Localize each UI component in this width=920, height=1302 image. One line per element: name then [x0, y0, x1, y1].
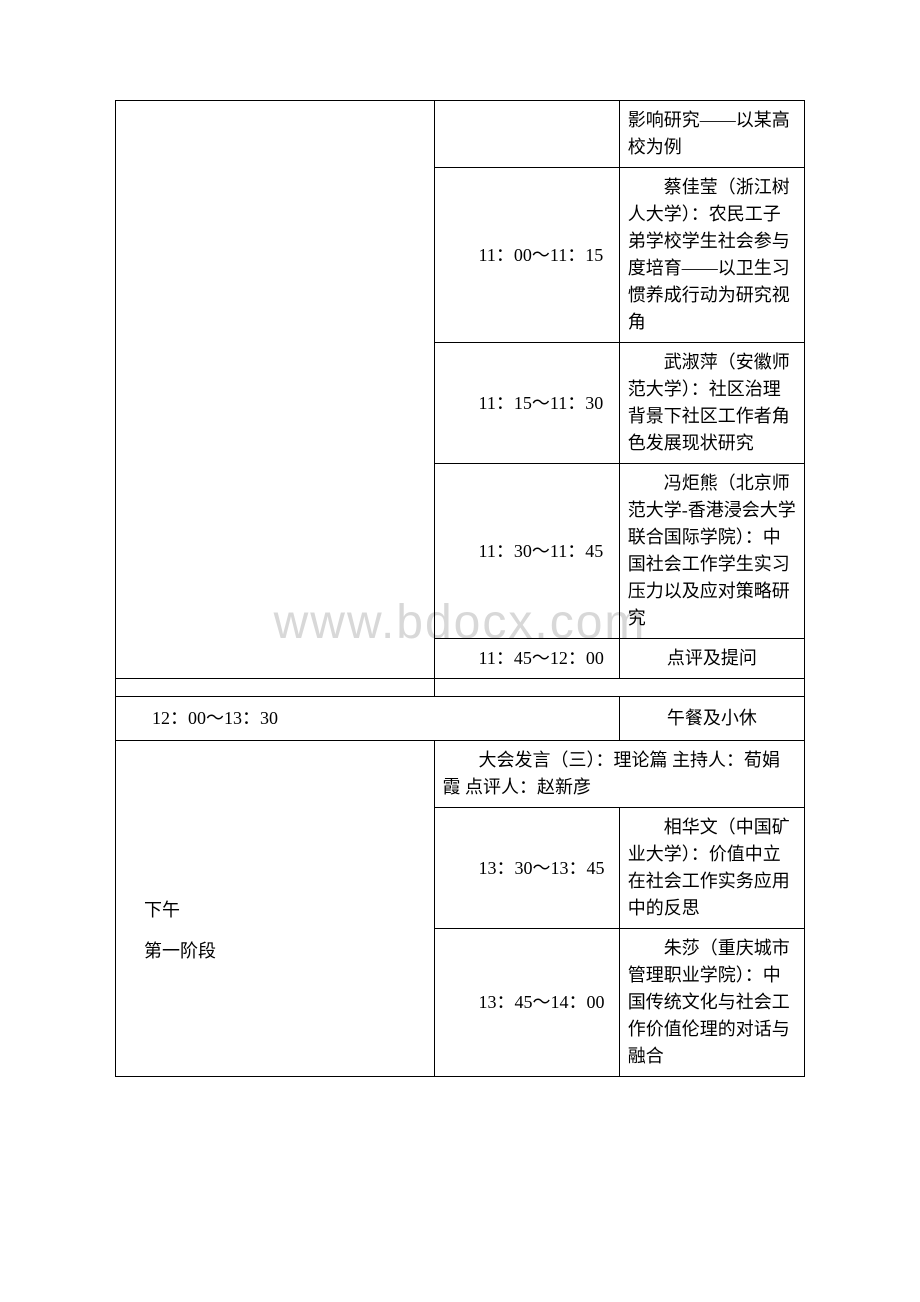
- content-cell: 朱莎（重庆城市管理职业学院）：中国传统文化与社会工作价值伦理的对话与融合: [619, 929, 804, 1077]
- time-text: 13：30～13：45: [443, 855, 611, 882]
- time-cell: 11：00～11：15: [434, 168, 619, 343]
- schedule-table: 影响研究——以某高校为例 11：00～11：15 蔡佳莹（浙江树人大学）：农民工…: [115, 100, 805, 1077]
- content-cell: 点评及提问: [619, 639, 804, 679]
- content-cell: 冯炬熊（北京师范大学-香港浸会大学联合国际学院）：中国社会工作学生实习压力以及应…: [619, 464, 804, 639]
- lunch-label-cell: 午餐及小休: [619, 697, 804, 741]
- time-cell: 11：45～12：00: [434, 639, 619, 679]
- afternoon-label-1: 下午: [144, 897, 426, 924]
- afternoon-label-2: 第一阶段: [144, 938, 426, 965]
- content-text: 朱莎（重庆城市管理职业学院）：中国传统文化与社会工作价值伦理的对话与融合: [628, 935, 796, 1070]
- table-row: 影响研究——以某高校为例: [116, 101, 805, 168]
- content-cell: 相华文（中国矿业大学）：价值中立在社会工作实务应用中的反思: [619, 808, 804, 929]
- lunch-time-text: 12：00～13：30: [124, 703, 611, 734]
- content-cell: 蔡佳莹（浙江树人大学）：农民工子弟学校学生社会参与度培育——以卫生习惯养成行动为…: [619, 168, 804, 343]
- content-cell: 武淑萍（安徽师范大学）：社区治理背景下社区工作者角色发展现状研究: [619, 343, 804, 464]
- session-header-row: 下午 第一阶段 大会发言（三）：理论篇 主持人：荀娟霞 点评人：赵新彦: [116, 741, 805, 808]
- time-cell: 13：30～13：45: [434, 808, 619, 929]
- empty-cell: [116, 679, 435, 697]
- time-text: 11：30～11：45: [443, 538, 611, 565]
- empty-row: [116, 679, 805, 697]
- content-text: 武淑萍（安徽师范大学）：社区治理背景下社区工作者角色发展现状研究: [628, 349, 796, 457]
- time-text: 11：00～11：15: [443, 242, 611, 269]
- content-text: 蔡佳莹（浙江树人大学）：农民工子弟学校学生社会参与度培育——以卫生习惯养成行动为…: [628, 174, 796, 336]
- content-text: 影响研究——以某高校为例: [628, 110, 790, 157]
- time-cell: 11：30～11：45: [434, 464, 619, 639]
- empty-cell: [434, 679, 804, 697]
- lunch-label-text: 午餐及小休: [667, 708, 757, 728]
- morning-left-cell: [116, 101, 435, 679]
- afternoon-left-cell: 下午 第一阶段: [116, 741, 435, 1077]
- time-cell: [434, 101, 619, 168]
- time-text: 11：15～11：30: [443, 390, 611, 417]
- session-text: 大会发言（三）：理论篇 主持人：荀娟霞 点评人：赵新彦: [443, 747, 796, 801]
- time-cell: 13：45～14：00: [434, 929, 619, 1077]
- lunch-row: 12：00～13：30 午餐及小休: [116, 697, 805, 741]
- lunch-time-cell: 12：00～13：30: [116, 697, 620, 741]
- time-text: 11：45～12：00: [443, 645, 611, 672]
- time-cell: 11：15～11：30: [434, 343, 619, 464]
- content-cell: 影响研究——以某高校为例: [619, 101, 804, 168]
- session-cell: 大会发言（三）：理论篇 主持人：荀娟霞 点评人：赵新彦: [434, 741, 804, 808]
- content-text: 相华文（中国矿业大学）：价值中立在社会工作实务应用中的反思: [628, 814, 796, 922]
- time-text: 13：45～14：00: [443, 989, 611, 1016]
- content-text: 点评及提问: [667, 648, 757, 668]
- content-text: 冯炬熊（北京师范大学-香港浸会大学联合国际学院）：中国社会工作学生实习压力以及应…: [628, 470, 796, 632]
